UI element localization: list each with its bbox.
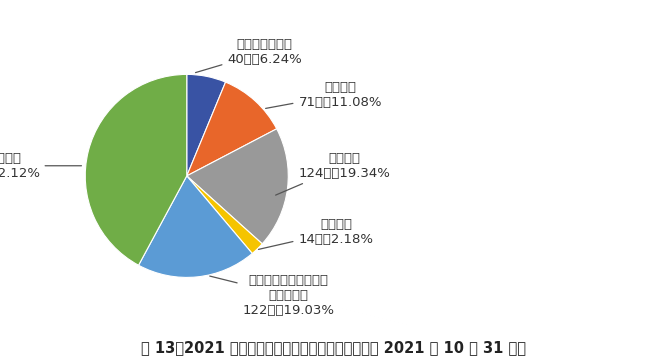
Wedge shape [187,129,288,244]
Wedge shape [187,82,277,176]
Wedge shape [187,176,262,253]
Text: 民营等其他企业
270人，42.12%: 民营等其他企业 270人，42.12% [0,152,81,180]
Text: 科研院所、初、中、高
等教育单位
122人，19.03%: 科研院所、初、中、高 等教育单位 122人，19.03% [209,274,335,317]
Text: 事业单位
14人，2.18%: 事业单位 14人，2.18% [259,218,374,250]
Text: 国有企业
71人，11.08%: 国有企业 71人，11.08% [265,81,382,109]
Wedge shape [85,74,187,265]
Wedge shape [187,74,225,176]
Text: 图 13：2021 届本科毕业生就业单位性质分布（截至 2021 年 10 月 31 日）: 图 13：2021 届本科毕业生就业单位性质分布（截至 2021 年 10 月 … [141,340,526,355]
Text: 党政机关、部队
40人，6.24%: 党政机关、部队 40人，6.24% [195,38,302,73]
Wedge shape [139,176,252,278]
Text: 三资企业
124人，19.34%: 三资企业 124人，19.34% [275,152,390,195]
